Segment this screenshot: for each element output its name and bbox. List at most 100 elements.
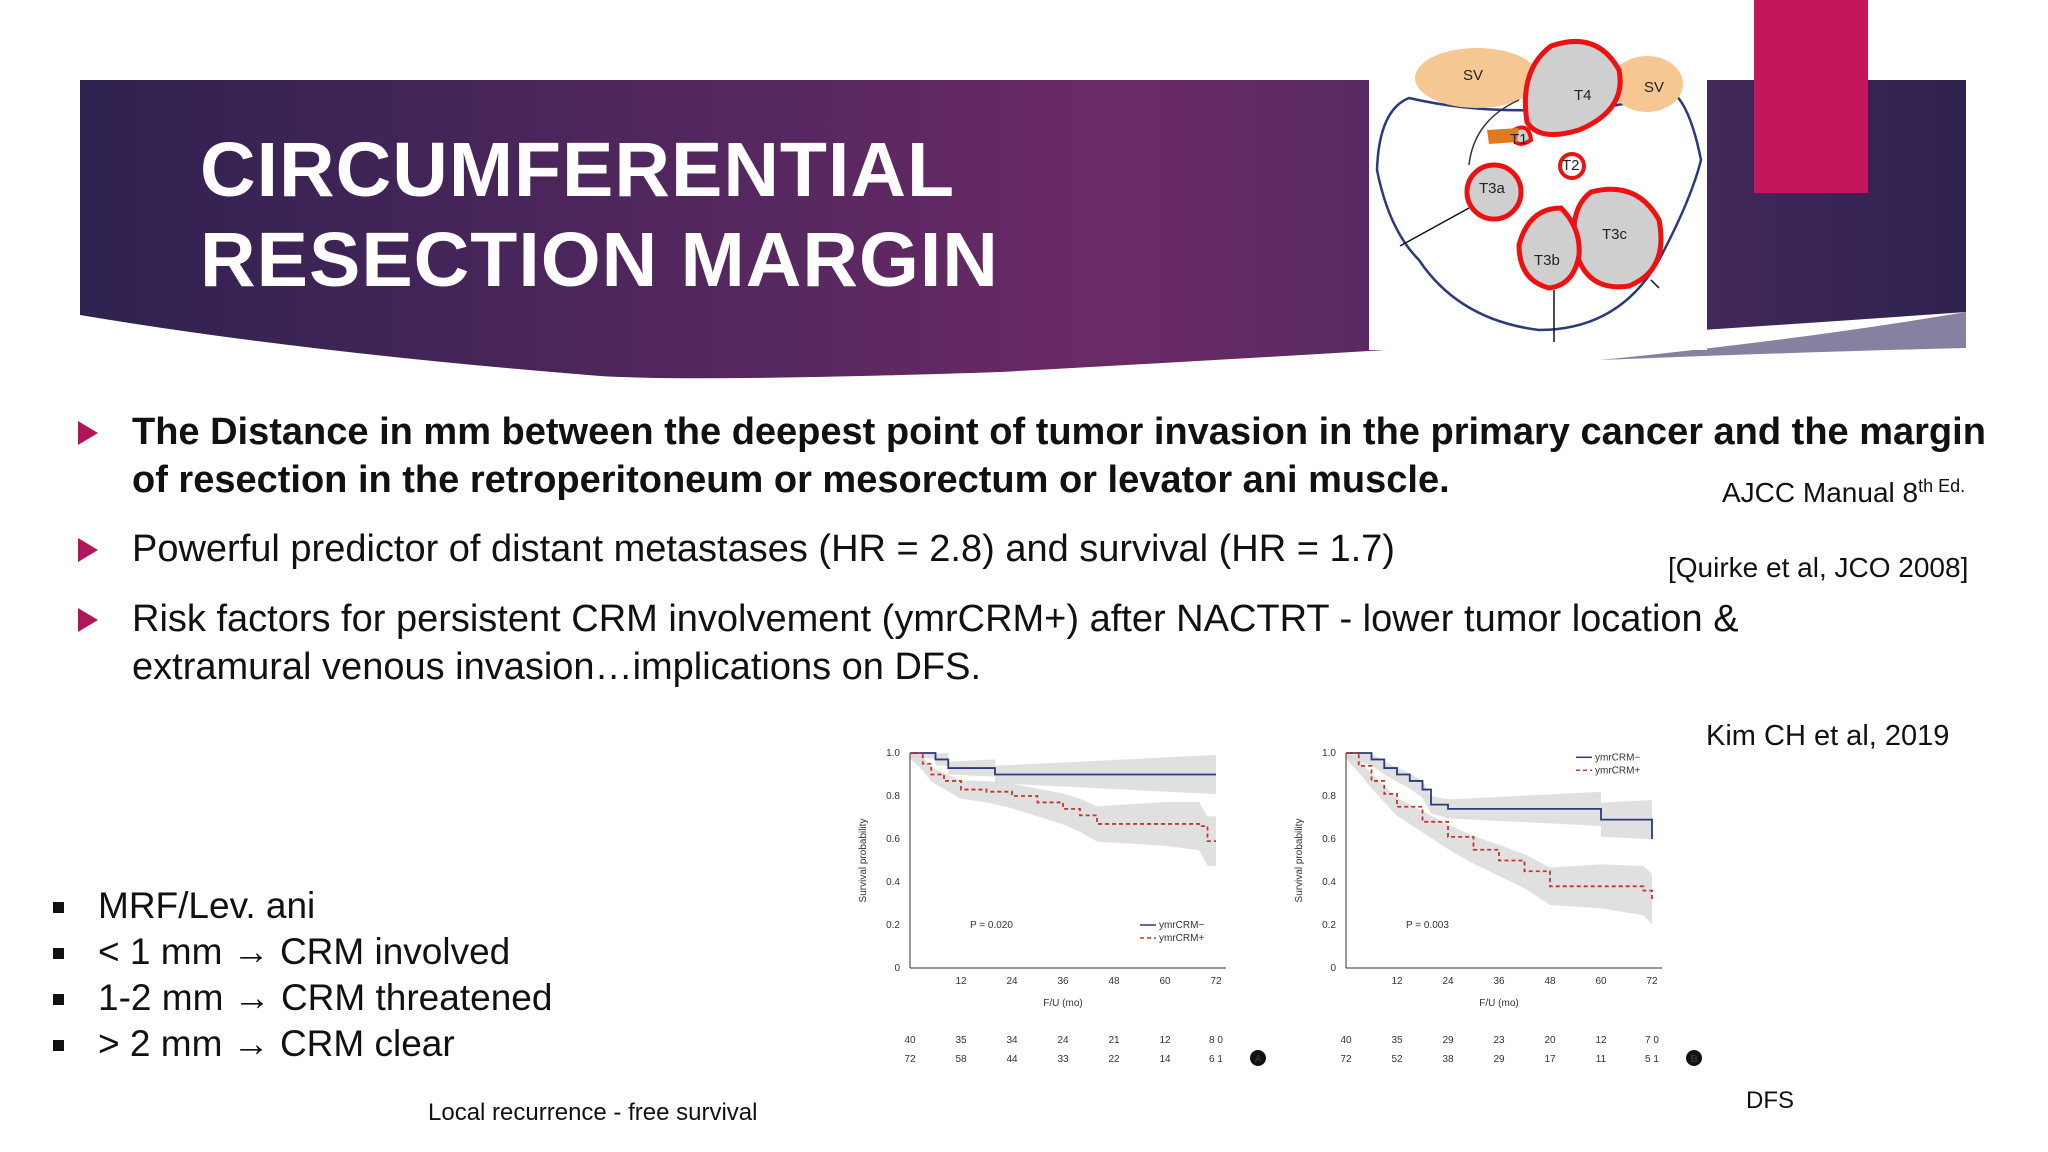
reference-quirke: [Quirke et al, JCO 2008] [1668,552,1969,583]
series-line [1346,752,1653,839]
x-tick-label: 60 [1595,976,1607,987]
bullet-arrow-icon [78,538,98,562]
y-tick-label: 1.0 [886,748,900,759]
sv-left-shape [1415,48,1539,108]
panel-badge [1686,1050,1702,1066]
panel-badge-label: A [1254,1054,1261,1065]
y-tick-label: 1.0 [1322,748,1336,759]
tumor-staging-diagram: SV T4 SV T1 T2 T3a T3c T3b [1369,30,1707,350]
panel-badge [1250,1050,1266,1066]
at-risk-value: 52 [1391,1054,1403,1065]
at-risk-value: 34 [1006,1035,1018,1046]
bullet-arrow-icon [78,421,98,445]
y-tick-label: 0.6 [886,834,900,845]
y-tick-label: 0.8 [886,791,900,802]
at-risk-value: 40 [904,1035,916,1046]
at-risk-value: 21 [1108,1035,1120,1046]
at-risk-value: 20 [1544,1035,1556,1046]
at-risk-value: 17 [1544,1054,1556,1065]
x-tick-label: 36 [1057,976,1069,987]
y-tick-label: 0 [894,963,900,974]
at-risk-value: 14 [1159,1054,1171,1065]
km-chart-b: 0 0.2 0.4 0.6 0.8 1.0 12 24 36 48 60 72 F/U (mo) Surv… [1294,748,1702,1066]
t4-shape [1522,38,1623,137]
crm-list-item: > 2 mm → CRM clear [98,1023,455,1064]
at-risk-value: 29 [1493,1054,1505,1065]
list-square-icon [53,948,64,959]
x-tick-label: 48 [1108,976,1120,987]
at-risk-value: 23 [1493,1035,1505,1046]
confidence-band [1346,753,1652,859]
y-tick-label: 0.4 [886,877,900,888]
x-tick-label: 60 [1159,976,1171,987]
reference-ajcc-text: AJCC Manual 8 [1722,477,1919,508]
series-line [910,752,1216,776]
y-tick-label: 0 [1330,963,1336,974]
y-tick-label: 0.6 [1322,834,1336,845]
at-risk-value: 8 0 [1209,1035,1223,1046]
at-risk-value: 24 [1057,1035,1069,1046]
x-tick-label: 24 [1006,976,1018,987]
mucosa-shape [1487,128,1519,144]
confidence-band [1346,753,1652,925]
x-tick-label: 36 [1493,976,1505,987]
diagram-label: T3b [1534,252,1560,269]
x-tick-label: 24 [1442,976,1454,987]
series-line [1346,752,1653,900]
p-value-label: P = 0.020 [970,920,1013,931]
y-tick-label: 0.2 [886,920,900,931]
y-tick-label: 0.8 [1322,791,1336,802]
list-square-icon [53,1040,64,1051]
y-tick-label: 0.4 [1322,877,1336,888]
confidence-band [910,753,1216,795]
diagram-label: SV [1463,67,1483,84]
reference-kim: Kim CH et al, 2019 [1706,720,1950,752]
at-risk-value: 44 [1006,1054,1018,1065]
at-risk-value: 12 [1595,1035,1607,1046]
diagram-label: T3c [1602,226,1628,243]
bullet-arrow-icon [78,608,98,632]
legend-label: ymrCRM+ [1159,933,1204,944]
y-axis-label: Survival probability [1294,819,1305,903]
x-axis-label: F/U (mo) [1479,998,1518,1009]
legend-label: ymrCRM+ [1595,765,1640,776]
panel-badge-label: B [1690,1054,1697,1065]
at-risk-value: 11 [1596,1054,1607,1065]
t3a-shape [1464,162,1524,222]
at-risk-value: 22 [1108,1054,1120,1065]
at-risk-value: 29 [1442,1035,1454,1046]
series-line [910,752,1216,843]
at-risk-value: 6 1 [1209,1054,1223,1065]
at-risk-value: 72 [904,1054,916,1065]
diagram-label: T4 [1574,87,1592,104]
at-risk-value: 5 1 [1645,1054,1659,1065]
p-value-label: P = 0.003 [1406,920,1449,931]
crm-list-item: < 1 mm → CRM involved [98,931,511,972]
at-risk-value: 35 [1391,1035,1403,1046]
list-square-icon [53,902,64,913]
at-risk-value: 35 [955,1035,967,1046]
diagram-label: T1 [1510,131,1528,148]
at-risk-value: 58 [955,1054,967,1065]
accent-bar [1754,0,1868,193]
bullet-crm-definition: The Distance in mm between the deepest p… [132,411,1986,501]
diagram-label: T2 [1562,157,1580,174]
slide-title-line1: CIRCUMFERENTIAL [200,127,955,213]
slide-title-line2: RESECTION MARGIN [200,217,999,303]
at-risk-value: 7 0 [1645,1035,1659,1046]
y-axis-label: Survival probability [858,819,869,903]
bullet-risk-factors: Risk factors for persistent CRM involvem… [132,598,1739,688]
x-axis-label: F/U (mo) [1043,998,1082,1009]
bullet-predictor: Powerful predictor of distant metastases… [132,528,1395,570]
at-risk-value: 38 [1442,1054,1454,1065]
sv-right-shape [1611,56,1683,112]
confidence-band [910,753,1216,867]
at-risk-value: 40 [1340,1035,1352,1046]
diagram-label: T3a [1479,180,1506,197]
x-tick-label: 72 [1646,976,1658,987]
caption-lrfs: Local recurrence - free survival [428,1099,758,1126]
caption-dfs: DFS [1746,1087,1794,1114]
diagram-label: SV [1644,79,1664,96]
km-chart-a: 0 0.2 0.4 0.6 0.8 1.0 12 24 36 48 60 72 F/U (mo) Surv… [858,748,1266,1066]
list-square-icon [53,994,64,1005]
